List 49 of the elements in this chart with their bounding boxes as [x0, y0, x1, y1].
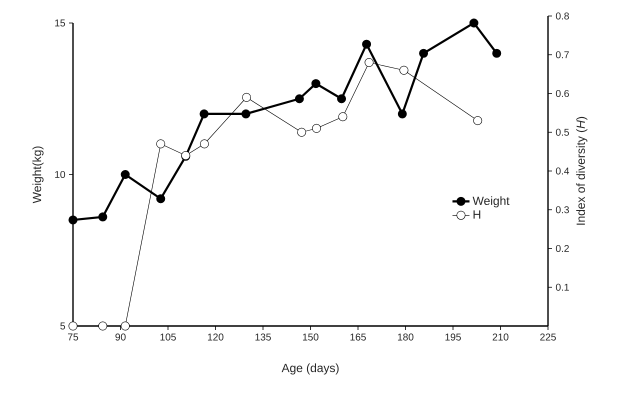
x-tick-label: 180: [398, 334, 414, 341]
point: [98, 212, 108, 222]
point: [419, 48, 428, 58]
y-tick-label: 5: [60, 322, 66, 330]
point: [68, 322, 78, 330]
point: [156, 139, 166, 148]
x-axis-title: Age (days): [282, 363, 339, 375]
point: [364, 58, 374, 67]
y2-tick-label: 0.8: [556, 12, 569, 20]
y2-tick-label: 0.3: [556, 206, 569, 214]
x-tick-label: 105: [160, 334, 176, 341]
point: [156, 194, 166, 204]
point: [68, 215, 78, 224]
y-tick-label: 15: [55, 20, 66, 26]
point: [337, 94, 346, 104]
legend-label: Weight: [472, 196, 510, 208]
point: [200, 109, 209, 118]
y2-tick-label: 0.2: [556, 244, 569, 252]
point: [98, 322, 108, 330]
y2-tick-label: 0.1: [556, 284, 569, 291]
point: [120, 170, 130, 179]
x-tick-label: 150: [302, 334, 318, 341]
point: [469, 18, 478, 28]
point: [311, 79, 320, 88]
point: [200, 139, 209, 148]
x-tick-label: 90: [115, 334, 126, 341]
y2-axis-title: Index of diversity (H): [576, 116, 588, 225]
y-tick-label: 10: [55, 170, 66, 178]
point: [492, 48, 502, 58]
point: [120, 322, 130, 330]
y2-tick-label: 0.5: [556, 128, 569, 136]
x-tick-label: 135: [255, 334, 271, 341]
x-tick-label: 195: [445, 334, 461, 341]
point: [398, 109, 407, 118]
point: [362, 40, 372, 49]
y2-tick-label: 0.6: [556, 90, 569, 98]
x-tick-label: 75: [68, 334, 78, 340]
x-tick-label: 165: [350, 334, 366, 341]
x-tick-label: 120: [208, 334, 224, 341]
y2-tick-label: 0.7: [556, 51, 569, 58]
y-axis-title: Weight(kg): [32, 146, 44, 204]
y2-tick-label: 0.4: [556, 167, 570, 175]
legend-label: H: [474, 210, 480, 219]
point: [399, 66, 408, 75]
point: [294, 94, 304, 104]
x-tick-label: 225: [540, 334, 556, 341]
point: [312, 124, 322, 133]
point: [241, 109, 250, 118]
x-tick-label: 210: [492, 334, 508, 341]
